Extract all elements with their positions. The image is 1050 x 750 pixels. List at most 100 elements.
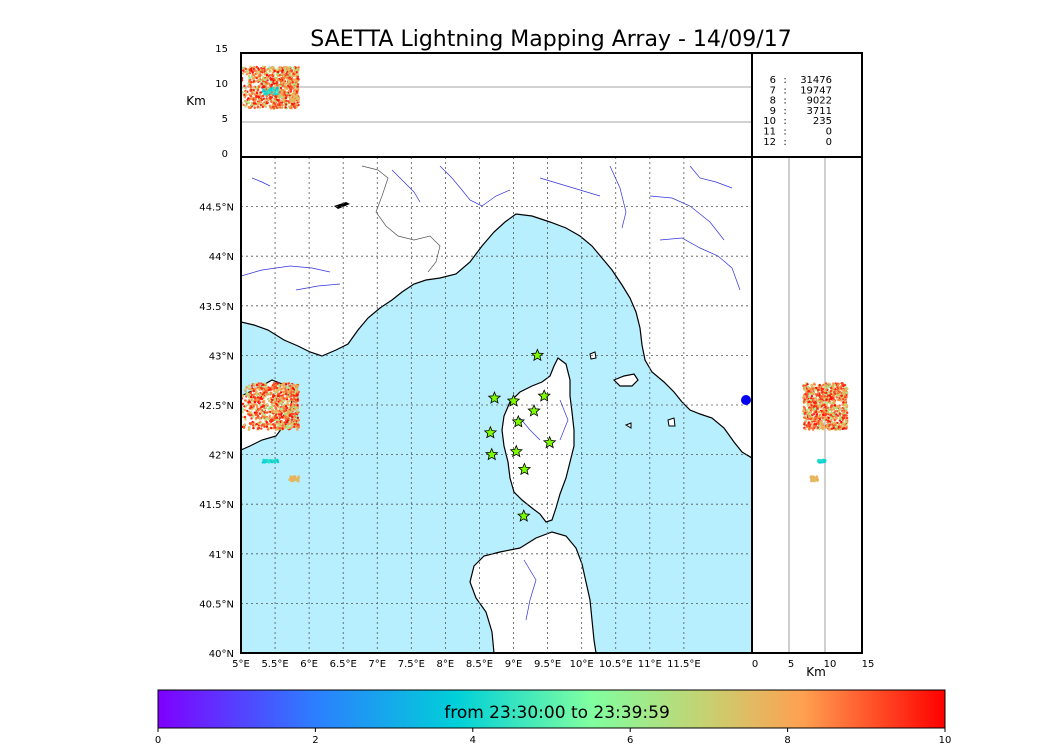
source-point (287, 412, 290, 415)
source-point (821, 413, 825, 417)
source-point (807, 423, 811, 427)
source-point (282, 72, 285, 75)
source-point (832, 405, 836, 409)
source-point (285, 388, 288, 391)
source-point (819, 458, 822, 462)
source-point (243, 84, 246, 88)
station-star (527, 403, 541, 417)
source-point (286, 67, 289, 70)
source-point (832, 386, 836, 390)
colorbar-tick-label: 0 (155, 735, 161, 746)
source-point (289, 399, 292, 402)
source-point (806, 402, 810, 406)
source-point (267, 91, 271, 94)
source-point (289, 404, 293, 407)
source-point (271, 416, 274, 419)
source-point (281, 420, 284, 423)
station-star (484, 447, 499, 461)
station-star (516, 509, 531, 522)
source-point (283, 410, 286, 413)
source-point (251, 71, 254, 74)
source-point (832, 408, 836, 411)
source-point (252, 395, 255, 399)
source-point (274, 383, 277, 387)
station-star (542, 435, 557, 449)
source-point (821, 393, 825, 397)
source-point (292, 477, 295, 480)
source-point (272, 460, 275, 463)
source-point (258, 394, 262, 397)
source-point (818, 413, 822, 417)
source-point (810, 421, 813, 424)
source-point (287, 386, 290, 389)
source-point (802, 400, 806, 404)
source-point (258, 76, 261, 80)
source-point (285, 424, 288, 428)
source-point (269, 391, 273, 394)
source-point (289, 71, 292, 74)
source-point (285, 415, 288, 418)
lat-tick-label: 43.5°N (199, 302, 234, 313)
source-point (250, 97, 253, 101)
source-point (270, 80, 273, 84)
source-point (264, 390, 268, 393)
source-point (245, 73, 249, 76)
source-point (259, 94, 262, 97)
source-point (252, 389, 256, 393)
source-point (842, 384, 845, 387)
source-point (827, 428, 831, 431)
source-point (811, 475, 815, 478)
source-point (253, 106, 256, 110)
source-point (277, 405, 280, 409)
source-point (808, 408, 811, 411)
source-point (253, 387, 257, 390)
source-point (261, 395, 265, 398)
source-point (296, 98, 299, 101)
source-point (292, 72, 296, 76)
stat-source-count: 31476 (800, 75, 832, 86)
source-point (843, 412, 846, 415)
source-point (279, 420, 282, 423)
source-point (276, 78, 280, 82)
source-point (270, 401, 273, 404)
source-point (260, 382, 263, 385)
source-point (808, 413, 811, 416)
source-point (811, 392, 815, 395)
source-point (247, 84, 251, 88)
source-point (279, 401, 282, 404)
source-point (815, 420, 819, 423)
source-point (284, 405, 288, 408)
stat-separator: : (783, 96, 786, 107)
source-point (804, 388, 807, 392)
source-point (841, 398, 845, 401)
source-point (822, 383, 825, 387)
source-point (284, 87, 287, 90)
source-point (813, 388, 817, 391)
source-point (295, 394, 298, 397)
source-point (284, 392, 288, 396)
source-point (265, 77, 269, 80)
source-point (282, 97, 285, 100)
source-point (284, 390, 287, 393)
side-xtick-10: 10 (824, 659, 837, 670)
source-point (281, 69, 284, 72)
source-point (281, 90, 284, 93)
source-point (241, 402, 245, 406)
source-point (280, 407, 283, 410)
stats-rows: 6: 31476 7: 19747 8: 9022 9: 3711 10: 235 11: 0 12: 0 (763, 75, 832, 148)
source-point (251, 382, 254, 386)
source-point (833, 421, 837, 425)
source-point (289, 88, 293, 92)
source-point (809, 417, 813, 420)
source-point (265, 90, 269, 93)
stat-station-count-label: 11 (763, 127, 776, 138)
lightning-sources-plan (241, 381, 751, 483)
source-point (250, 81, 253, 84)
source-point (289, 395, 293, 398)
source-point (808, 411, 812, 414)
stat-source-count: 235 (813, 116, 832, 127)
source-point (275, 72, 279, 76)
source-point (257, 85, 260, 89)
source-point (845, 425, 848, 429)
source-point (283, 90, 286, 94)
